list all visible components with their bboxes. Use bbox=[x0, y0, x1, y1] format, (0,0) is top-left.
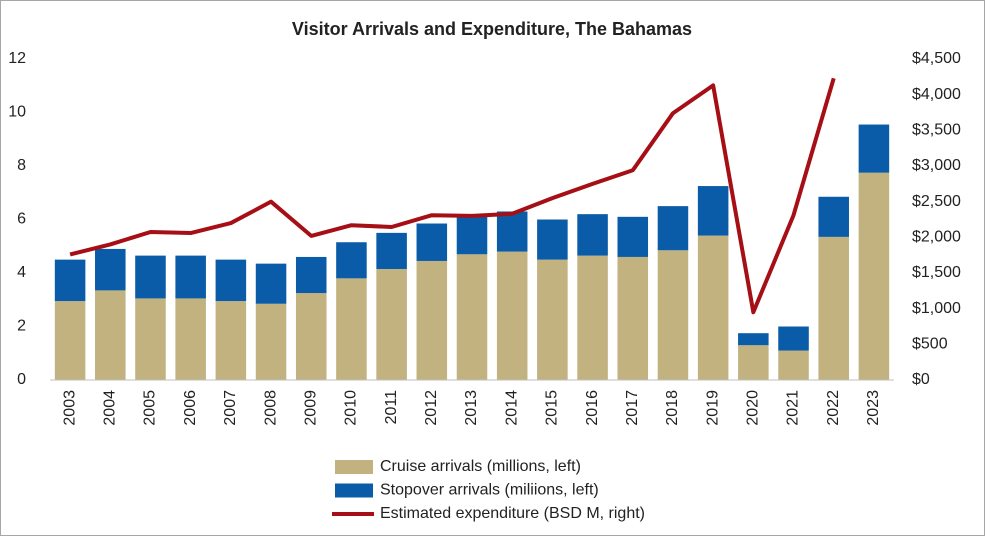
bar-segment bbox=[95, 248, 126, 291]
x-tick-label: 2016 bbox=[584, 390, 601, 426]
bar-segment bbox=[376, 232, 407, 269]
bar-segment bbox=[255, 303, 287, 380]
legend-swatch bbox=[335, 483, 373, 498]
y2-tick-label: $4,000 bbox=[912, 86, 961, 103]
bar-segment bbox=[416, 260, 448, 380]
x-tick-label: 2019 bbox=[704, 390, 721, 426]
bar-segment bbox=[295, 256, 327, 294]
y2-tick-label: $0 bbox=[912, 371, 930, 388]
x-tick-label: 2004 bbox=[102, 390, 119, 426]
bar-segment bbox=[818, 236, 849, 380]
bar-segment bbox=[496, 251, 528, 380]
y-tick-label: 6 bbox=[17, 211, 26, 228]
x-tick-label: 2010 bbox=[343, 390, 360, 426]
y2-tick-label: $2,000 bbox=[912, 229, 961, 246]
bar-segment bbox=[175, 298, 206, 380]
legend-label: Cruise arrivals (millions, left) bbox=[380, 458, 581, 475]
y-tick-label: 8 bbox=[17, 157, 26, 174]
x-tick-label: 2009 bbox=[302, 390, 319, 426]
bar-segment bbox=[456, 254, 488, 380]
bar-segment bbox=[537, 219, 568, 260]
legend-label: Stopover arrivals (miliions, left) bbox=[380, 482, 599, 499]
y-tick-label: 12 bbox=[8, 50, 26, 67]
bar-segment bbox=[336, 242, 367, 279]
bar-segment bbox=[215, 259, 247, 302]
x-tick-label: 2012 bbox=[423, 390, 440, 426]
bar-segment bbox=[336, 278, 367, 380]
y-tick-label: 2 bbox=[17, 318, 26, 335]
bar-segment bbox=[54, 259, 86, 302]
bar-segment bbox=[738, 333, 769, 346]
y2-tick-label: $500 bbox=[912, 336, 948, 353]
x-tick-label: 2008 bbox=[262, 390, 279, 426]
bar-segment bbox=[697, 186, 729, 236]
bar-segment bbox=[738, 345, 769, 380]
y-tick-label: 10 bbox=[8, 104, 26, 121]
bar-segment bbox=[295, 293, 327, 380]
bar-segment bbox=[577, 255, 608, 380]
bar-segment bbox=[657, 250, 689, 380]
bar-segment bbox=[697, 235, 729, 380]
bar-segment bbox=[537, 259, 568, 380]
bar-segment bbox=[657, 206, 689, 251]
x-tick-label: 2014 bbox=[503, 390, 520, 426]
y2-tick-label: $3,500 bbox=[912, 122, 961, 139]
bar-segment bbox=[577, 214, 608, 256]
bar-segment bbox=[54, 301, 86, 380]
x-tick-label: 2017 bbox=[624, 390, 641, 426]
bar-segment bbox=[858, 172, 890, 380]
bar-segment bbox=[818, 196, 849, 237]
bar-segment bbox=[95, 290, 126, 380]
y2-tick-label: $1,000 bbox=[912, 300, 961, 317]
x-tick-label: 2021 bbox=[785, 390, 802, 426]
y-tick-label: 0 bbox=[17, 371, 26, 388]
y-tick-label: 4 bbox=[17, 264, 26, 281]
bar-segment bbox=[456, 215, 488, 255]
bar-segment bbox=[135, 255, 166, 299]
legend-label: Estimated expenditure (BSD M, right) bbox=[380, 505, 645, 522]
x-tick-label: 2015 bbox=[544, 390, 561, 426]
legend-swatch bbox=[335, 460, 373, 474]
x-tick-label: 2018 bbox=[664, 390, 681, 426]
bar-segment bbox=[416, 223, 448, 261]
x-tick-label: 2003 bbox=[61, 390, 78, 426]
line bbox=[69, 77, 836, 315]
bar-segment bbox=[778, 350, 809, 380]
x-tick-label: 2011 bbox=[383, 390, 400, 425]
x-tick-label: 2005 bbox=[142, 390, 159, 426]
x-tick-label: 2006 bbox=[182, 390, 199, 426]
bar-segment bbox=[215, 301, 247, 380]
y2-tick-label: $2,500 bbox=[912, 193, 961, 210]
y2-tick-label: $1,500 bbox=[912, 264, 961, 281]
x-tick-label: 2022 bbox=[825, 390, 842, 426]
bar-segment bbox=[376, 268, 407, 380]
x-tick-label: 2020 bbox=[745, 390, 762, 426]
bar-segment bbox=[496, 211, 528, 252]
x-tick-label: 2023 bbox=[865, 390, 882, 426]
bar-segment bbox=[255, 263, 287, 304]
x-tick-label: 2007 bbox=[222, 390, 239, 426]
bar-segment bbox=[858, 124, 890, 173]
y2-tick-label: $4,500 bbox=[912, 50, 961, 67]
bar-segment bbox=[135, 298, 166, 380]
bar-segment bbox=[617, 216, 649, 257]
y2-tick-label: $3,000 bbox=[912, 157, 961, 174]
bar-segment bbox=[617, 256, 649, 380]
bar-segment bbox=[175, 255, 206, 299]
chart-title: Visitor Arrivals and Expenditure, The Ba… bbox=[292, 19, 692, 39]
bar-segment bbox=[778, 326, 809, 351]
x-tick-label: 2013 bbox=[463, 390, 480, 426]
